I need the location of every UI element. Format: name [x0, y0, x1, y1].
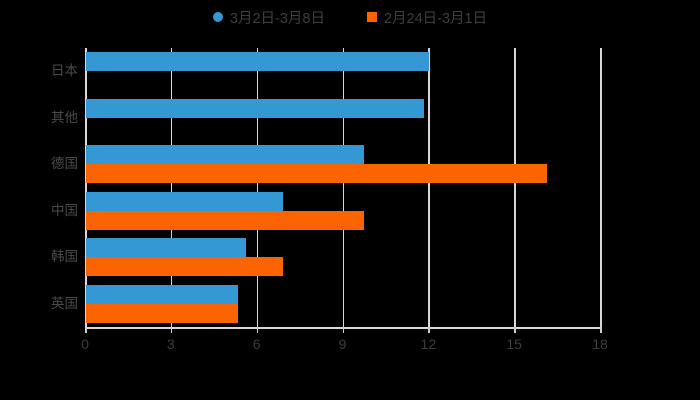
legend-label: 2月24日-3月1日	[383, 10, 488, 27]
y-tick-label-德国: 德国	[51, 156, 78, 172]
bar-韩国-series2[interactable]	[86, 257, 284, 277]
x-tick-mark-3	[170, 327, 173, 333]
x-tick-label-0: 0	[81, 336, 89, 352]
legend-entry-2[interactable]: 2月24日-3月1日	[366, 7, 488, 28]
x-tick-label-15: 15	[506, 336, 522, 352]
x-tick-label-12: 12	[420, 336, 437, 352]
gridline-x-6	[256, 48, 259, 327]
x-tick-label-9: 9	[338, 336, 347, 352]
bar-group-其他	[86, 98, 601, 137]
bar-group-日本	[86, 52, 601, 90]
x-tick-label-18: 18	[592, 336, 608, 352]
gridline-x-15	[514, 48, 516, 327]
x-tick-mark-18	[600, 327, 602, 333]
x-tick-label-3: 3	[166, 336, 175, 352]
gridline-x-3	[170, 48, 173, 327]
bar-中国-series1[interactable]	[86, 191, 284, 211]
x-tick-mark-6	[256, 327, 259, 333]
gridline-x-18	[600, 48, 602, 327]
gridline-x-9	[342, 48, 344, 327]
bar-德国-series2[interactable]	[86, 164, 547, 184]
bar-日本-series1[interactable]	[86, 52, 430, 72]
x-tick-mark-15	[514, 327, 516, 333]
bar-group-韩国	[86, 238, 601, 277]
plot-area	[85, 48, 602, 327]
bar-英国-series2[interactable]	[86, 303, 238, 323]
bar-group-德国	[86, 145, 601, 184]
x-tick-mark-9	[342, 327, 344, 333]
square-marker-icon	[366, 12, 377, 22]
x-tick-mark-0	[85, 327, 87, 333]
bar-其他-series1[interactable]	[86, 98, 424, 118]
bar-中国-series2[interactable]	[86, 210, 364, 230]
chart-legend: 3月2日-3月8日 2月24日-3月1日	[0, 0, 700, 34]
y-axis-labels: 日本其他德国中国韩国英国	[0, 48, 78, 327]
y-tick-label-中国: 中国	[51, 202, 78, 218]
bar-group-中国	[86, 191, 601, 230]
bar-韩国-series1[interactable]	[86, 238, 247, 258]
bar-group-英国	[86, 284, 601, 323]
gridline-x-12	[428, 48, 430, 327]
y-tick-label-韩国: 韩国	[51, 249, 78, 265]
y-tick-label-英国: 英国	[51, 295, 78, 311]
circle-marker-icon	[212, 12, 223, 22]
legend-entry-1[interactable]: 3月2日-3月8日	[212, 7, 325, 28]
y-tick-label-其他: 其他	[51, 109, 78, 125]
y-axis-line	[85, 48, 87, 327]
x-tick-mark-12	[428, 327, 430, 333]
y-tick-label-日本: 日本	[51, 63, 78, 79]
x-tick-label-6: 6	[252, 336, 261, 352]
legend-label: 3月2日-3月8日	[229, 10, 325, 27]
bar-英国-series1[interactable]	[86, 284, 238, 304]
bar-series-container	[86, 48, 601, 327]
bar-德国-series1[interactable]	[86, 145, 364, 165]
